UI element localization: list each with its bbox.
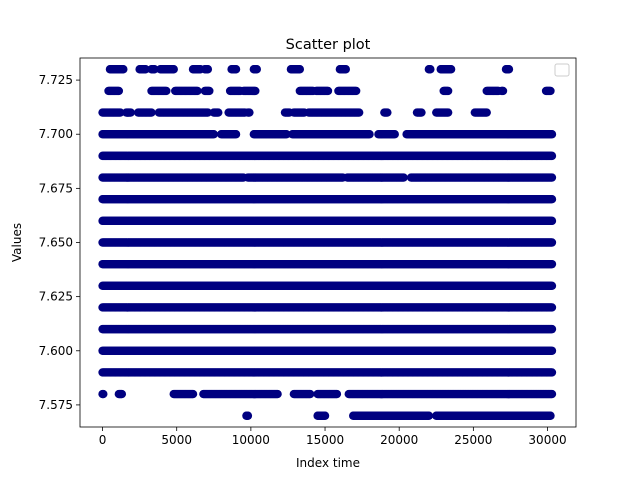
data-point	[188, 389, 198, 399]
data-point	[117, 389, 127, 399]
data-point	[424, 411, 434, 420]
data-point	[243, 411, 253, 420]
data-point	[273, 389, 282, 399]
data-point	[99, 389, 108, 399]
data-point	[547, 389, 557, 399]
data-point	[306, 389, 315, 399]
data-point	[546, 411, 555, 420]
data-point	[547, 324, 557, 334]
data-points	[98, 65, 557, 420]
data-point	[547, 259, 557, 269]
data-point	[547, 303, 557, 312]
data-point	[332, 389, 342, 399]
data-point	[547, 281, 557, 291]
data-point	[547, 238, 557, 247]
chart-title: Scatter plot	[286, 37, 371, 53]
data-point	[547, 216, 557, 226]
data-point	[547, 368, 557, 377]
data-point	[320, 411, 330, 420]
data-point	[547, 346, 557, 355]
